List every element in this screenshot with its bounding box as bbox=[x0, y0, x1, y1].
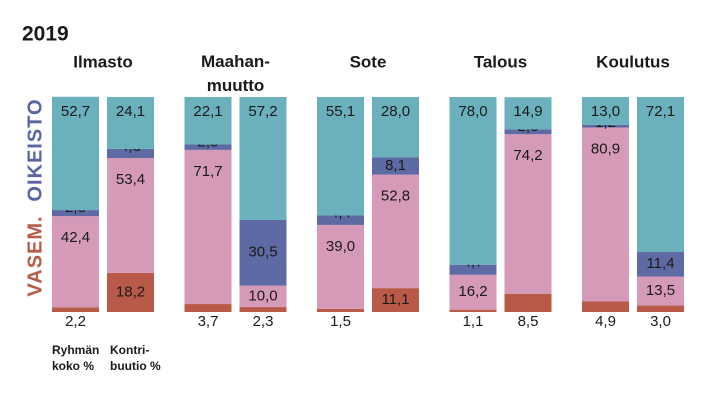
bar-segment bbox=[107, 158, 154, 273]
value-label: 4,9 bbox=[595, 313, 616, 330]
bar-segment bbox=[52, 216, 99, 308]
value-label: 11,1 bbox=[381, 291, 409, 308]
bar-segment bbox=[184, 144, 232, 150]
value-label: 53,4 bbox=[116, 171, 145, 188]
bar-segment bbox=[372, 288, 419, 312]
value-label: 14,9 bbox=[513, 103, 542, 120]
value-label: 28,0 bbox=[381, 103, 410, 120]
value-label: 16,2 bbox=[458, 283, 487, 300]
value-label: 30,5 bbox=[248, 244, 277, 261]
bar-segment bbox=[449, 309, 497, 312]
bar-segment bbox=[107, 148, 154, 159]
bar-segment bbox=[184, 149, 232, 305]
group-label: Koulutus bbox=[596, 52, 670, 71]
bar-segment bbox=[582, 97, 629, 125]
bar-segment bbox=[52, 96, 99, 211]
bar-segment bbox=[504, 293, 552, 312]
value-label: 3,0 bbox=[650, 313, 671, 330]
value-label: 8,1 bbox=[385, 157, 406, 174]
value-label: 13,0 bbox=[591, 103, 620, 120]
bar-segment bbox=[52, 307, 99, 312]
value-label: 22,1 bbox=[193, 103, 222, 120]
value-label: 42,4 bbox=[61, 229, 90, 246]
bar-kind-label: Kontri-buutio % bbox=[110, 343, 161, 373]
group-label: Sote bbox=[350, 52, 387, 71]
bar-segment bbox=[372, 174, 419, 289]
bar-segment bbox=[582, 124, 629, 128]
bar-segment bbox=[317, 97, 364, 216]
group-label: Ilmasto bbox=[73, 52, 133, 71]
bar-segment bbox=[372, 157, 419, 175]
value-label: 52,7 bbox=[61, 103, 90, 120]
value-label: 57,2 bbox=[248, 103, 277, 120]
bar-segment bbox=[582, 301, 629, 312]
bar-segment bbox=[239, 307, 287, 312]
group-label: Maahan-muutto bbox=[201, 52, 270, 95]
bar-segment bbox=[449, 274, 497, 310]
value-label: 11,4 bbox=[646, 255, 674, 272]
bar-segment bbox=[107, 272, 154, 312]
bar-segment bbox=[372, 97, 419, 158]
value-label: 1,5 bbox=[330, 313, 351, 330]
value-label: 1,1 bbox=[463, 313, 484, 330]
bar-segment bbox=[637, 305, 684, 312]
bar-kind-label: Ryhmän koko % bbox=[52, 343, 99, 373]
value-label: 55,1 bbox=[326, 103, 355, 120]
bar-segment bbox=[449, 264, 497, 275]
value-label: 39,0 bbox=[326, 238, 355, 255]
value-label: 2,2 bbox=[65, 313, 86, 330]
bar-segment bbox=[504, 129, 552, 135]
bar-segment bbox=[317, 308, 364, 312]
value-label: 71,7 bbox=[193, 163, 222, 180]
bar-segment bbox=[504, 97, 552, 130]
value-label: 24,1 bbox=[116, 103, 145, 120]
bar-segment bbox=[504, 134, 552, 294]
value-label: 13,5 bbox=[646, 282, 675, 299]
bar-segment bbox=[317, 224, 364, 309]
group-label: Talous bbox=[474, 52, 528, 71]
bar-segment bbox=[184, 97, 232, 145]
bar-segment bbox=[449, 97, 497, 265]
bar-segment bbox=[582, 127, 629, 302]
value-label: 8,5 bbox=[518, 313, 539, 330]
bar-segment bbox=[239, 285, 287, 308]
bar-segment bbox=[107, 97, 154, 149]
value-label: 52,8 bbox=[381, 188, 410, 205]
value-label: 10,0 bbox=[248, 287, 277, 304]
value-label: 78,0 bbox=[458, 103, 487, 120]
side-label: OIKEISTO bbox=[24, 98, 46, 201]
bar-segment bbox=[184, 304, 232, 312]
value-label: 72,1 bbox=[646, 103, 675, 120]
bar-segment bbox=[239, 219, 287, 286]
value-label: 18,2 bbox=[116, 283, 145, 300]
bar-segment bbox=[52, 210, 99, 217]
value-label: 74,2 bbox=[513, 147, 542, 164]
bar-segment bbox=[239, 97, 287, 220]
bar-segment bbox=[637, 276, 684, 306]
side-label: VASEM. bbox=[24, 215, 46, 296]
value-label: 2,3 bbox=[253, 313, 274, 330]
value-label: 3,7 bbox=[198, 313, 219, 330]
bar-segment bbox=[637, 97, 684, 253]
chart-title: 2019 bbox=[22, 23, 69, 46]
value-label: 80,9 bbox=[591, 140, 620, 157]
bar-segment bbox=[317, 215, 364, 225]
bar-segment bbox=[637, 252, 684, 277]
